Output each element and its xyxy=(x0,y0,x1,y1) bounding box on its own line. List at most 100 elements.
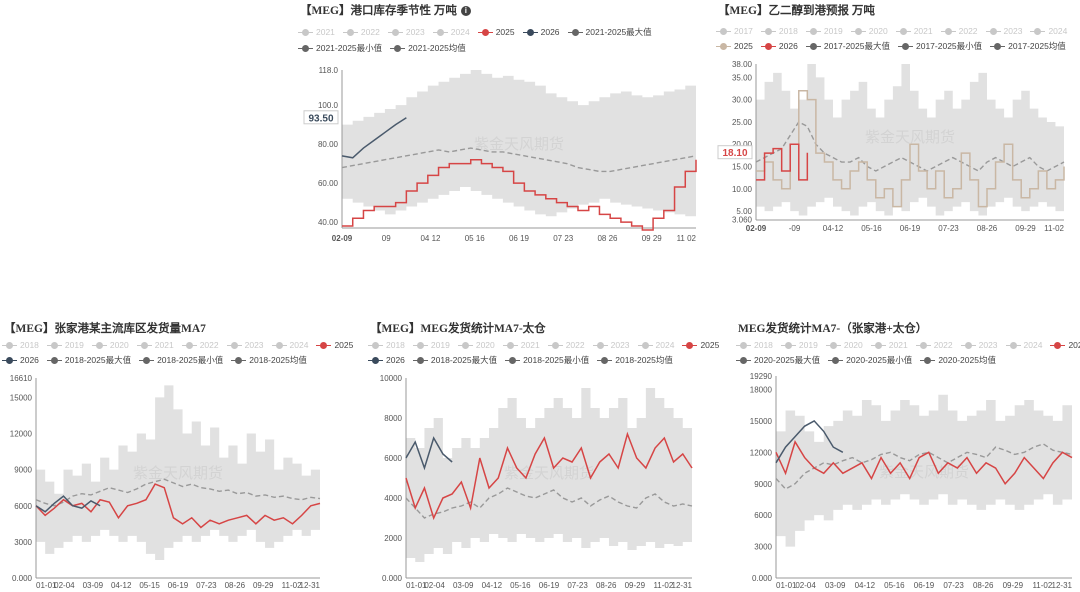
legend-item[interactable]: 2018-2025最大值 xyxy=(46,354,131,366)
legend-item[interactable]: 2023 xyxy=(985,26,1022,36)
legend-item[interactable]: 2019 xyxy=(780,340,818,350)
legend-item[interactable]: 2024 xyxy=(1030,26,1067,36)
legend-item[interactable]: 2020 xyxy=(91,340,129,350)
legend-item[interactable]: 2018 xyxy=(760,26,798,36)
legend-item[interactable]: 2021 xyxy=(895,26,933,36)
legend-swatch xyxy=(895,27,911,35)
legend-item[interactable]: 2019 xyxy=(412,340,450,350)
legend-item[interactable]: 2026 xyxy=(368,354,405,366)
legend-item[interactable]: 2017-2025最小值 xyxy=(898,40,982,52)
legend-item[interactable]: 2026 xyxy=(522,26,560,38)
legend-item[interactable]: 2021-2025均值 xyxy=(390,42,466,54)
legend-item[interactable]: 2025 xyxy=(682,340,719,350)
legend-item[interactable]: 2020-2025均值 xyxy=(920,354,996,366)
y-tick-label: 38.00 xyxy=(732,60,753,69)
legend-item[interactable]: 2021-2025最大值 xyxy=(567,26,652,38)
legend-item[interactable]: 2018-2025最小值 xyxy=(139,354,223,366)
legend-label: 2018-2025均值 xyxy=(615,355,673,365)
legend-item[interactable]: 2023 xyxy=(592,340,630,350)
legend-label: 2020-2025最大值 xyxy=(754,355,821,365)
x-tick-label: 08-26 xyxy=(596,581,617,590)
legend-item[interactable]: 2020 xyxy=(457,340,495,350)
value-label: 93.50 xyxy=(308,113,333,124)
watermark: 紫金天风期货 xyxy=(865,128,955,146)
y-tick-label: 3.060 xyxy=(732,216,753,225)
legend-item[interactable]: 2018-2025均值 xyxy=(597,354,673,366)
chart-plot: 紫金天风期货 40.00 60.00 80.00 100.0 118.0 02-09 09 04… xyxy=(303,66,697,243)
legend-swatch xyxy=(181,341,197,349)
legend-item[interactable]: 2022 xyxy=(181,340,219,350)
chart-title: 【MEG】MEG发货统计MA7-太仓 xyxy=(370,323,546,335)
legend-item[interactable]: 2017-2025最大值 xyxy=(805,40,890,52)
y-tick-label: 15.00 xyxy=(732,163,753,172)
y-tick-label: 3000 xyxy=(14,538,32,547)
info-icon[interactable]: i xyxy=(460,6,471,16)
legend-item[interactable]: 2026 xyxy=(2,354,39,366)
y-tick-label: 18000 xyxy=(750,386,773,395)
legend-item[interactable]: 2024 xyxy=(271,340,308,350)
legend-label: 2020-2025最小值 xyxy=(846,355,913,365)
legend-item[interactable]: 2018-2025最小值 xyxy=(505,354,589,366)
legend-swatch xyxy=(985,27,1001,35)
legend-item[interactable]: 2025 xyxy=(1050,340,1080,350)
legend-item[interactable]: 2018 xyxy=(736,340,773,350)
legend-item[interactable]: 2019 xyxy=(46,340,84,350)
chart-plot: 紫金天风期货 0.000 2000 4000 6000 8000 10000 01-0102-… xyxy=(380,374,693,590)
legend-label: 2023 xyxy=(405,27,425,37)
legend-item[interactable]: 2018 xyxy=(2,340,39,350)
watermark: 紫金天风期货 xyxy=(504,464,594,482)
legend-item[interactable]: 2022 xyxy=(547,340,585,350)
legend-swatch xyxy=(505,356,521,364)
legend-swatch xyxy=(850,27,866,35)
legend-item[interactable]: 2018-2025均值 xyxy=(231,354,307,366)
chart-legend: 2018 2019 2020 2021 2022 2023 2024 2025 2026 2018… xyxy=(368,340,727,370)
legend-swatch xyxy=(522,28,538,36)
x-tick-label: 03-09 xyxy=(453,581,474,590)
legend-item[interactable]: 2017 xyxy=(716,26,753,36)
legend-item[interactable]: 2021-2025最小值 xyxy=(298,42,382,54)
legend-item[interactable]: 2023 xyxy=(387,26,425,38)
legend-swatch xyxy=(46,341,62,349)
x-tick-label: 09-29 xyxy=(1003,581,1024,590)
legend-item[interactable]: 2024 xyxy=(1005,340,1042,350)
legend-item[interactable]: 2020 xyxy=(825,340,863,350)
y-tick-label: 0.000 xyxy=(382,574,403,583)
legend-item[interactable]: 2022 xyxy=(342,26,380,38)
legend-item[interactable]: 2022 xyxy=(915,340,953,350)
legend-label: 2023 xyxy=(244,340,264,350)
legend-item[interactable]: 2021 xyxy=(870,340,908,350)
legend-item[interactable]: 2022 xyxy=(940,26,978,36)
legend-item[interactable]: 2019 xyxy=(805,26,843,36)
legend-item[interactable]: 2024 xyxy=(637,340,674,350)
legend-item[interactable]: 2025 xyxy=(316,340,353,350)
series-line-2026 xyxy=(405,436,453,471)
legend-item[interactable]: 2026 xyxy=(760,40,798,52)
y-tick-label: 9000 xyxy=(14,466,32,475)
legend-swatch xyxy=(412,356,428,364)
legend-item[interactable]: 2020-2025最小值 xyxy=(828,354,912,366)
legend-label: 2017-2025均值 xyxy=(1008,41,1066,51)
legend-item[interactable]: 2018 xyxy=(368,340,405,350)
legend-item[interactable]: 2020-2025最大值 xyxy=(736,354,820,366)
legend-swatch xyxy=(940,27,956,35)
legend-item[interactable]: 2018-2025最大值 xyxy=(412,354,497,366)
legend-item[interactable]: 2020 xyxy=(850,26,888,36)
y-tick-label: 16610 xyxy=(10,374,33,383)
legend-item[interactable]: 2021 xyxy=(298,26,335,38)
x-tick-label: 05-16 xyxy=(861,224,882,233)
legend-item[interactable]: 2021 xyxy=(502,340,540,350)
legend-item[interactable]: 2017-2025均值 xyxy=(990,40,1066,52)
legend-item[interactable]: 2025 xyxy=(716,40,753,52)
legend-swatch xyxy=(805,27,821,35)
legend-label: 2020 xyxy=(868,26,888,36)
legend-swatch xyxy=(432,28,448,36)
y-tick-label: 5.00 xyxy=(736,207,752,216)
legend-item[interactable]: 2023 xyxy=(960,340,998,350)
legend-item[interactable]: 2025 xyxy=(477,26,515,38)
legend-item[interactable]: 2023 xyxy=(226,340,264,350)
legend-label: 2026 xyxy=(386,355,405,365)
legend-swatch xyxy=(298,28,313,36)
x-tick-label: 09 xyxy=(382,234,391,243)
legend-item[interactable]: 2021 xyxy=(136,340,174,350)
legend-item[interactable]: 2024 xyxy=(432,26,470,38)
